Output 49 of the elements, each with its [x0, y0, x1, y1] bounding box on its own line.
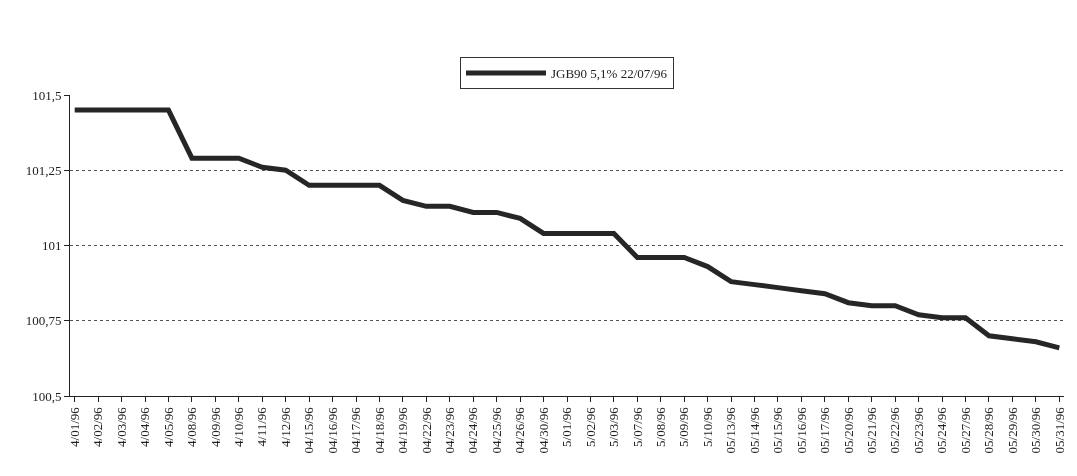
x-tick-label: 04/18/96 [371, 406, 387, 454]
x-tick-label: 5/08/96 [652, 406, 668, 447]
x-tick-label: 05/17/96 [817, 406, 833, 454]
x-tick-label: 5/09/96 [676, 406, 692, 447]
x-tick-label: 05/13/96 [723, 406, 739, 454]
x-tick-label: 04/22/96 [418, 406, 434, 454]
y-tick-label: 101 [41, 238, 62, 254]
text: JGB90 5,1% 22/07/96 [551, 66, 668, 81]
x-tick-label: 4/03/96 [113, 406, 129, 447]
x-tick-label: 04/19/96 [395, 406, 411, 454]
x-tick-label: 04/24/96 [465, 406, 481, 454]
x-tick-label: 04/25/96 [488, 406, 504, 454]
x-tick-label: 05/16/96 [793, 406, 809, 454]
x-tick-label: 04/16/96 [324, 406, 340, 454]
x-tick-label: 5/01/96 [559, 406, 575, 447]
x-tick-label: 05/15/96 [770, 406, 786, 454]
x-tick-label: 05/27/96 [957, 406, 973, 454]
x-tick-label: 04/23/96 [442, 406, 458, 454]
x-tick-label: 05/28/96 [981, 406, 997, 454]
x-tick-label: 4/08/96 [184, 406, 200, 447]
y-tick-label: 100,75 [25, 313, 62, 329]
y-tick-label: 100,5 [32, 388, 62, 404]
x-tick-label: 04/26/96 [512, 406, 528, 454]
x-tick-label: 05/22/96 [887, 406, 903, 454]
x-tick-label: 04/17/96 [348, 406, 364, 454]
x-tick-label: 4/04/96 [137, 406, 153, 447]
x-tick-label: 4/02/96 [90, 406, 106, 447]
x-tick-label: 4/01/96 [66, 406, 82, 447]
x-tick-label: 4/11/96 [254, 406, 270, 447]
x-tick-label: 5/07/96 [629, 406, 645, 447]
x-tick-label: 05/31/96 [1051, 406, 1067, 454]
x-tick-label: 05/30/96 [1028, 406, 1044, 454]
x-tick-label: 5/10/96 [699, 406, 715, 447]
x-tick-label: 04/15/96 [301, 406, 317, 454]
x-tick-label: 4/12/96 [277, 406, 293, 447]
x-tick-label: 5/02/96 [582, 406, 598, 447]
x-tick-label: 05/20/96 [840, 406, 856, 454]
x-tick-label: 4/09/96 [207, 406, 223, 447]
x-tick-label: 05/29/96 [1004, 406, 1020, 454]
y-tick-label: 101,25 [25, 162, 62, 178]
x-tick-label: 5/03/96 [606, 406, 622, 447]
x-tick-label: 4/10/96 [231, 406, 247, 447]
x-tick-label: 4/05/96 [160, 406, 176, 447]
x-tick-label: 05/21/96 [863, 406, 879, 454]
x-tick-label: 05/23/96 [910, 406, 926, 454]
x-tick-label: 04/30/96 [535, 406, 551, 454]
y-tick-label: 101,5 [32, 87, 62, 103]
x-tick-label: 05/24/96 [934, 406, 950, 454]
x-tick-label: 05/14/96 [746, 406, 762, 454]
